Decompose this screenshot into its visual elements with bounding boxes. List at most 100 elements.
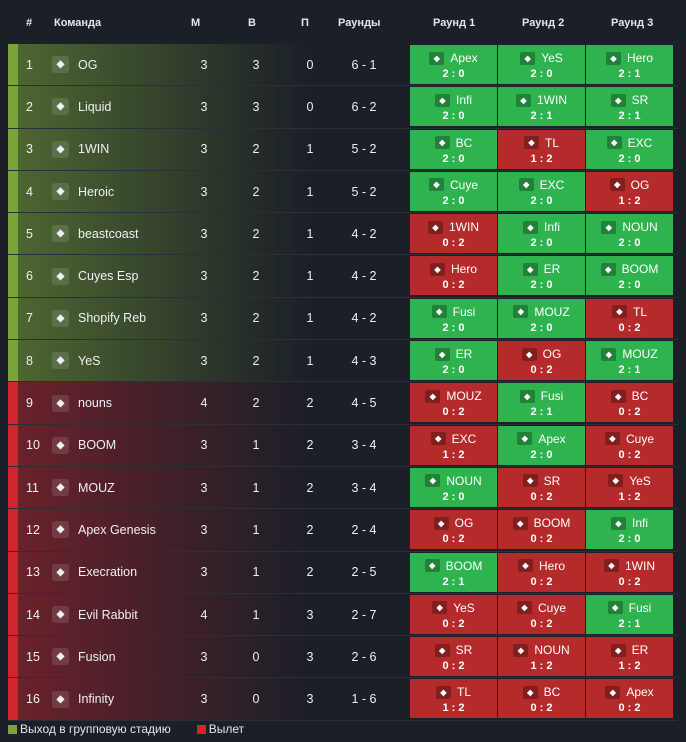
match-round-1[interactable]: ◆ MOUZ 0 : 2 (410, 383, 497, 423)
match-round-3[interactable]: ◆ Cuye 0 : 2 (586, 425, 673, 465)
match-round-1[interactable]: ◆ Apex 2 : 0 (410, 45, 497, 84)
match-round-1[interactable]: ◆ OG 0 : 2 (410, 510, 497, 550)
team-logo-icon: ◆ (52, 309, 69, 327)
opponent-logo-icon: ◆ (604, 559, 619, 573)
table-row: 13 ◆ Execration 3 1 2 2 - 5 ◆ BOOM 2 : 1 ◆ Hero … (8, 551, 678, 594)
opponent-logo-icon: ◆ (517, 432, 533, 446)
match-round-2[interactable]: ◆ TL 1 : 2 (498, 129, 585, 169)
match-round-3[interactable]: ◆ BOOM 2 : 0 (586, 256, 673, 296)
match-round-2[interactable]: ◆ BC 0 : 2 (498, 679, 585, 719)
matches-played: 3 (200, 184, 208, 199)
match-round-2[interactable]: ◆ EXC 2 : 0 (498, 171, 585, 211)
team-cell[interactable]: ◆ OG (52, 44, 222, 85)
match-round-3[interactable]: ◆ SR 2 : 1 (586, 87, 673, 127)
team-cell[interactable]: ◆ 1WIN (52, 129, 222, 170)
team-cell[interactable]: ◆ Evil Rabbit (52, 594, 222, 635)
matches-played: 3 (200, 353, 208, 368)
matches-played: 3 (200, 649, 208, 664)
match-round-3[interactable]: ◆ BC 0 : 2 (586, 383, 673, 423)
match-round-1[interactable]: ◆ BC 2 : 0 (410, 129, 497, 169)
match-round-3[interactable]: ◆ EXC 2 : 0 (586, 129, 673, 169)
match-round-2[interactable]: ◆ Apex 2 : 0 (498, 425, 585, 465)
match-round-3[interactable]: ◆ YeS 1 : 2 (586, 467, 673, 507)
team-cell[interactable]: ◆ Liquid (52, 86, 222, 127)
match-round-1[interactable]: ◆ EXC 1 : 2 (410, 425, 497, 465)
match-round-3[interactable]: ◆ NOUN 2 : 0 (586, 214, 673, 254)
row-rank: 16 (26, 692, 40, 707)
match-round-3[interactable]: ◆ MOUZ 2 : 1 (586, 341, 673, 381)
opponent-logo-icon: ◆ (610, 93, 626, 107)
team-cell[interactable]: ◆ beastcoast (52, 213, 222, 254)
rounds-score: 2 - 7 (351, 607, 377, 622)
opponent-logo-icon: ◆ (513, 643, 529, 657)
match-round-3[interactable]: ◆ OG 1 : 2 (586, 171, 673, 211)
match-round-2[interactable]: ◆ YeS 2 : 0 (498, 45, 585, 84)
match-round-2[interactable]: ◆ Fusi 2 : 1 (498, 383, 585, 423)
match-round-2[interactable]: ◆ Infi 2 : 0 (498, 214, 585, 254)
rounds-score: 3 - 4 (351, 438, 377, 453)
match-round-2[interactable]: ◆ BOOM 0 : 2 (498, 510, 585, 550)
match-round-1[interactable]: ◆ TL 1 : 2 (410, 679, 497, 719)
team-cell[interactable]: ◆ Infinity (52, 678, 222, 719)
status-strip (8, 509, 18, 551)
match-round-2[interactable]: ◆ MOUZ 2 : 0 (498, 298, 585, 338)
match-score: 0 : 2 (442, 617, 465, 630)
match-round-2[interactable]: ◆ NOUN 1 : 2 (498, 637, 585, 677)
team-cell[interactable]: ◆ Apex Genesis (52, 509, 222, 550)
team-cell[interactable]: ◆ Fusion (52, 636, 222, 677)
team-cell[interactable]: ◆ Execration (52, 552, 222, 593)
match-round-3[interactable]: ◆ Hero 2 : 1 (586, 45, 673, 84)
match-round-3[interactable]: ◆ ER 1 : 2 (586, 637, 673, 677)
match-round-3[interactable]: ◆ Apex 0 : 2 (586, 679, 673, 719)
opponent-name: NOUN (534, 643, 570, 658)
team-cell[interactable]: ◆ nouns (52, 382, 222, 423)
team-cell[interactable]: ◆ Heroic (52, 171, 222, 212)
match-round-2[interactable]: ◆ SR 0 : 2 (498, 467, 585, 507)
team-cell[interactable]: ◆ BOOM (52, 425, 222, 466)
match-round-1[interactable]: ◆ Infi 2 : 0 (410, 87, 497, 127)
team-cell[interactable]: ◆ YeS (52, 340, 222, 381)
match-round-2[interactable]: ◆ 1WIN 2 : 1 (498, 87, 585, 127)
match-round-1[interactable]: ◆ Cuye 2 : 0 (410, 171, 497, 211)
matches-played: 3 (200, 226, 208, 241)
table-header: # Команда М В П Раунды Раунд 1 Раунд 2 Р… (8, 4, 678, 44)
match-round-1[interactable]: ◆ BOOM 2 : 1 (410, 552, 497, 592)
opponent-name: BC (631, 389, 649, 404)
match-round-1[interactable]: ◆ 1WIN 0 : 2 (410, 214, 497, 254)
opponent-name: OG (542, 347, 562, 362)
match-score: 0 : 2 (442, 406, 465, 419)
opponent-name: EXC (451, 431, 477, 446)
wins: 3 (252, 57, 260, 72)
opponent-name: 1WIN (625, 558, 655, 573)
match-round-1[interactable]: ◆ Hero 0 : 2 (410, 256, 497, 296)
wins: 2 (252, 396, 260, 411)
row-rank: 7 (26, 311, 33, 326)
opponent-logo-icon: ◆ (429, 262, 445, 276)
legend-advance-swatch (8, 724, 17, 734)
match-round-1[interactable]: ◆ ER 2 : 0 (410, 341, 497, 381)
table-row: 12 ◆ Apex Genesis 3 1 2 2 - 4 ◆ OG 0 : 2 ◆ BOOM … (8, 509, 678, 552)
opponent-name: TL (632, 304, 647, 319)
status-strip (8, 593, 18, 636)
team-cell[interactable]: ◆ Cuyes Esp (52, 255, 222, 296)
opponent-logo-icon: ◆ (430, 432, 446, 446)
team-cell[interactable]: ◆ MOUZ (52, 467, 222, 508)
match-round-1[interactable]: ◆ Fusi 2 : 0 (410, 298, 497, 338)
match-round-2[interactable]: ◆ Hero 0 : 2 (498, 552, 585, 592)
match-round-3[interactable]: ◆ Fusi 2 : 1 (586, 594, 673, 634)
match-round-2[interactable]: ◆ Cuye 0 : 2 (498, 594, 585, 634)
opponent-name: MOUZ (446, 389, 482, 404)
match-round-3[interactable]: ◆ 1WIN 0 : 2 (586, 552, 673, 592)
match-round-2[interactable]: ◆ OG 0 : 2 (498, 341, 585, 381)
match-round-3[interactable]: ◆ Infi 2 : 0 (586, 510, 673, 550)
match-round-3[interactable]: ◆ TL 0 : 2 (586, 298, 673, 338)
match-round-2[interactable]: ◆ ER 2 : 0 (498, 256, 585, 296)
team-cell[interactable]: ◆ Shopify Reb (52, 298, 222, 339)
opponent-name: BOOM (445, 558, 483, 573)
rounds-score: 4 - 3 (351, 353, 377, 368)
match-round-1[interactable]: ◆ NOUN 2 : 0 (410, 467, 497, 507)
row-highlight (8, 551, 308, 593)
match-round-1[interactable]: ◆ SR 0 : 2 (410, 637, 497, 677)
match-round-1[interactable]: ◆ YeS 0 : 2 (410, 594, 497, 634)
opponent-name: ER (631, 643, 649, 658)
